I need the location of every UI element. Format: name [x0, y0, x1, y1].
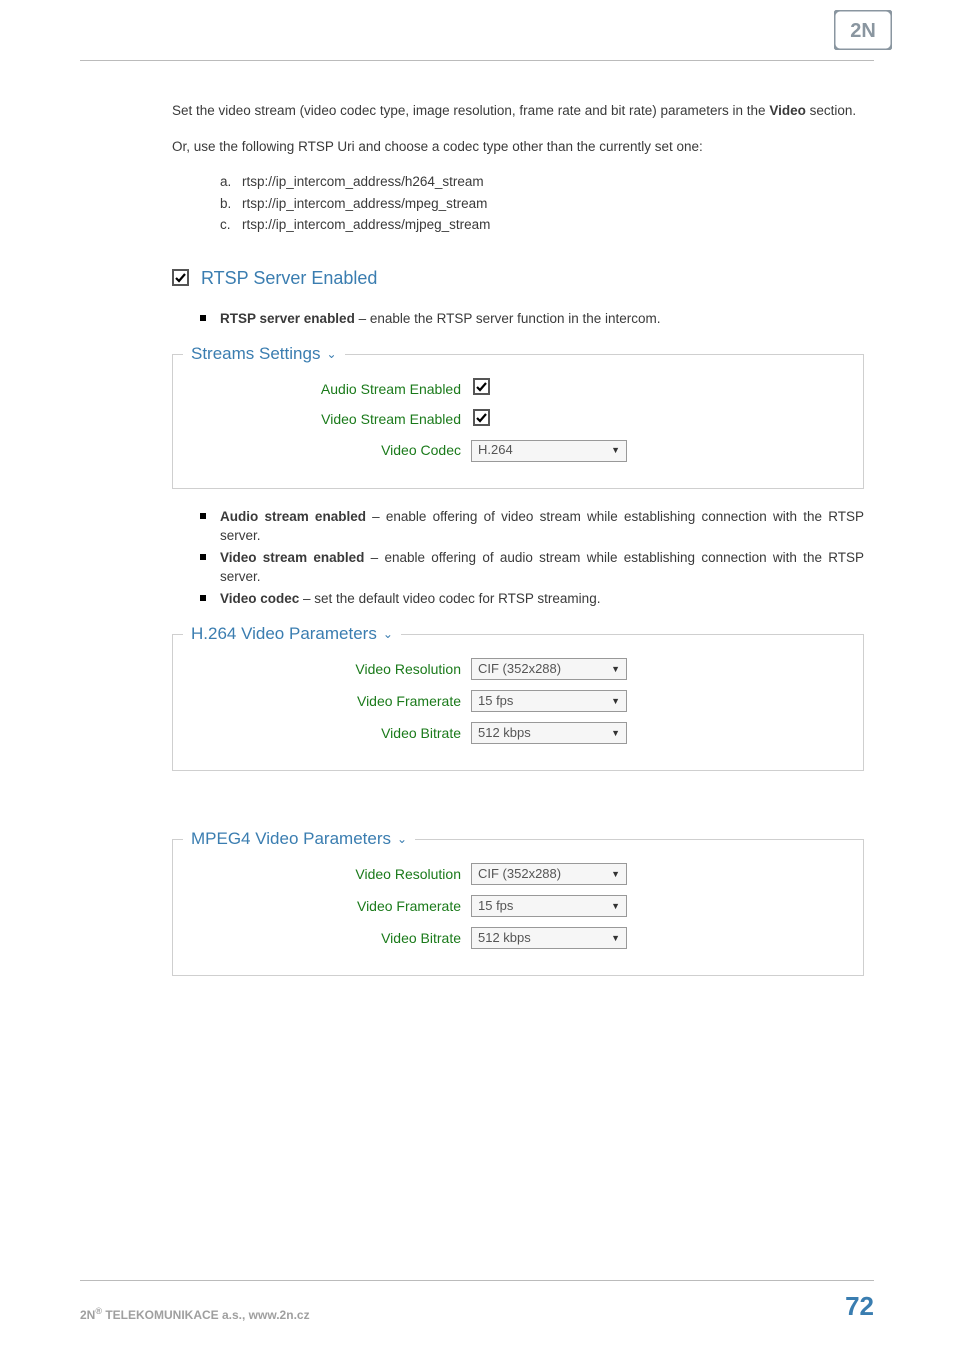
select-value: H.264 [478, 441, 513, 460]
list-marker: a. [220, 172, 242, 192]
page-number: 72 [845, 1291, 874, 1322]
audio-stream-enabled-checkbox[interactable] [473, 378, 490, 395]
footer-company-sup: ® [95, 1306, 102, 1316]
field-label: Video Bitrate [191, 928, 471, 948]
mpeg4-parameters-panel: MPEG4 Video Parameters ⌄ Video Resolutio… [172, 839, 864, 976]
mpeg4-framerate-select[interactable]: 15 fps ▼ [471, 895, 627, 917]
chevron-down-icon: ⌄ [397, 831, 407, 848]
footer-company-post: TELEKOMUNIKACE a.s., www.2n.cz [102, 1308, 310, 1322]
rtsp-server-enabled-row: RTSP Server Enabled [172, 265, 864, 291]
list-item: Video stream enabled – enable offering o… [220, 548, 864, 587]
brand-logo: 2N [834, 10, 892, 55]
chevron-down-icon: ⌄ [326, 346, 336, 363]
select-value: 15 fps [478, 692, 513, 711]
term: Video stream enabled [220, 550, 364, 565]
mpeg4-framerate-row: Video Framerate 15 fps ▼ [191, 895, 845, 917]
intro-paragraph-2: Or, use the following RTSP Uri and choos… [172, 137, 864, 157]
chevron-down-icon: ▼ [611, 444, 620, 457]
video-stream-enabled-row: Video Stream Enabled [191, 409, 845, 430]
list-marker: b. [220, 194, 242, 214]
list-text: rtsp://ip_intercom_address/mpeg_stream [242, 196, 487, 211]
page-footer: 2N® TELEKOMUNIKACE a.s., www.2n.cz 72 [80, 1280, 874, 1322]
panel-legend[interactable]: Streams Settings ⌄ [191, 342, 337, 367]
chevron-down-icon: ▼ [611, 868, 620, 881]
h264-resolution-row: Video Resolution CIF (352x288) ▼ [191, 658, 845, 680]
select-value: CIF (352x288) [478, 865, 561, 884]
list-item: RTSP server enabled – enable the RTSP se… [220, 309, 864, 329]
select-value: CIF (352x288) [478, 660, 561, 679]
stream-settings-desc-list: Audio stream enabled – enable offering o… [172, 507, 864, 609]
chevron-down-icon: ▼ [611, 663, 620, 676]
field-label: Video Framerate [191, 691, 471, 711]
list-text: rtsp://ip_intercom_address/mjpeg_stream [242, 217, 490, 232]
chevron-down-icon: ▼ [611, 695, 620, 708]
field-label: Video Resolution [191, 659, 471, 679]
legend-label: H.264 Video Parameters [191, 622, 377, 647]
desc: – enable the RTSP server function in the… [355, 311, 661, 326]
chevron-down-icon: ⌄ [383, 626, 393, 643]
h264-parameters-panel: H.264 Video Parameters ⌄ Video Resolutio… [172, 634, 864, 771]
panel-legend[interactable]: H.264 Video Parameters ⌄ [191, 622, 393, 647]
h264-framerate-select[interactable]: 15 fps ▼ [471, 690, 627, 712]
mpeg4-resolution-row: Video Resolution CIF (352x288) ▼ [191, 863, 845, 885]
chevron-down-icon: ▼ [611, 727, 620, 740]
legend-label: MPEG4 Video Parameters [191, 827, 391, 852]
term: Video codec [220, 591, 299, 606]
mpeg4-resolution-select[interactable]: CIF (352x288) ▼ [471, 863, 627, 885]
list-marker: c. [220, 215, 242, 235]
list-item: Video codec – set the default video code… [220, 589, 864, 609]
legend-label: Streams Settings [191, 342, 320, 367]
intro-p1-bold: Video [769, 103, 806, 118]
field-label: Video Bitrate [191, 723, 471, 743]
h264-bitrate-row: Video Bitrate 512 kbps ▼ [191, 722, 845, 744]
select-value: 15 fps [478, 897, 513, 916]
field-label: Video Framerate [191, 896, 471, 916]
header-divider [80, 60, 874, 61]
field-label: Audio Stream Enabled [191, 379, 471, 399]
field-label: Video Codec [191, 440, 471, 460]
video-codec-row: Video Codec H.264 ▼ [191, 440, 845, 462]
desc: – set the default video codec for RTSP s… [299, 591, 600, 606]
intro-p1-pre: Set the video stream (video codec type, … [172, 103, 769, 118]
svg-text:2N: 2N [850, 20, 876, 42]
list-item: a.rtsp://ip_intercom_address/h264_stream [220, 172, 864, 192]
video-stream-enabled-checkbox[interactable] [473, 409, 490, 426]
list-item: b.rtsp://ip_intercom_address/mpeg_stream [220, 194, 864, 214]
select-value: 512 kbps [478, 724, 531, 743]
term: Audio stream enabled [220, 509, 366, 524]
list-item: c.rtsp://ip_intercom_address/mjpeg_strea… [220, 215, 864, 235]
rtsp-uri-list: a.rtsp://ip_intercom_address/h264_stream… [220, 172, 864, 235]
intro-p1-post: section. [806, 103, 856, 118]
term: RTSP server enabled [220, 311, 355, 326]
field-label: Video Stream Enabled [191, 409, 471, 429]
select-value: 512 kbps [478, 929, 531, 948]
footer-company-pre: 2N [80, 1308, 95, 1322]
list-text: rtsp://ip_intercom_address/h264_stream [242, 174, 484, 189]
rtsp-server-enabled-label: RTSP Server Enabled [201, 265, 377, 291]
h264-bitrate-select[interactable]: 512 kbps ▼ [471, 722, 627, 744]
audio-stream-enabled-row: Audio Stream Enabled [191, 378, 845, 399]
mpeg4-bitrate-row: Video Bitrate 512 kbps ▼ [191, 927, 845, 949]
panel-legend[interactable]: MPEG4 Video Parameters ⌄ [191, 827, 407, 852]
video-codec-select[interactable]: H.264 ▼ [471, 440, 627, 462]
streams-settings-panel: Streams Settings ⌄ Audio Stream Enabled … [172, 354, 864, 488]
h264-resolution-select[interactable]: CIF (352x288) ▼ [471, 658, 627, 680]
list-item: Audio stream enabled – enable offering o… [220, 507, 864, 546]
mpeg4-bitrate-select[interactable]: 512 kbps ▼ [471, 927, 627, 949]
rtsp-enabled-desc-list: RTSP server enabled – enable the RTSP se… [172, 309, 864, 329]
intro-paragraph-1: Set the video stream (video codec type, … [172, 101, 864, 121]
footer-company: 2N® TELEKOMUNIKACE a.s., www.2n.cz [80, 1306, 310, 1322]
field-label: Video Resolution [191, 864, 471, 884]
h264-framerate-row: Video Framerate 15 fps ▼ [191, 690, 845, 712]
rtsp-server-enabled-checkbox[interactable] [172, 269, 189, 286]
chevron-down-icon: ▼ [611, 932, 620, 945]
chevron-down-icon: ▼ [611, 900, 620, 913]
